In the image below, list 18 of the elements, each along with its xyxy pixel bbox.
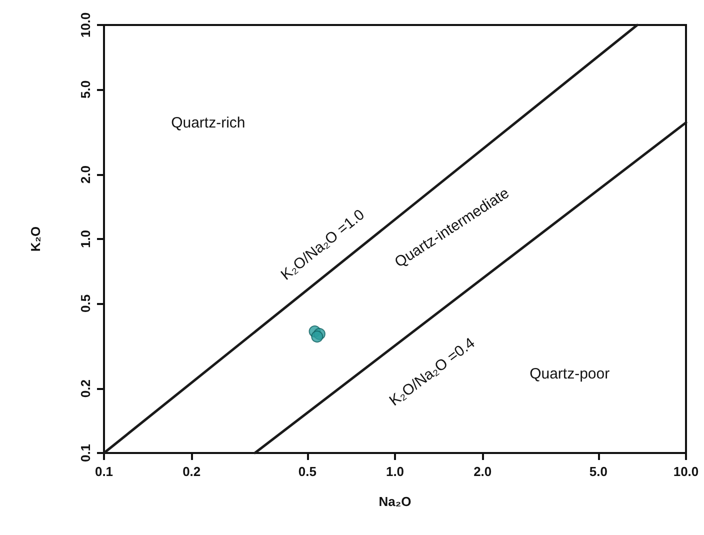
y-tick-label: 0.2 — [78, 380, 93, 398]
x-tick-label: 0.1 — [94, 464, 114, 479]
y-axis-title: K₂O — [28, 226, 43, 252]
x-tick-label: 0.2 — [182, 464, 201, 479]
y-tick-label: 10.0 — [78, 12, 93, 38]
y-tick-label: 5.0 — [78, 80, 93, 98]
x-tick-label: 1.0 — [386, 464, 404, 479]
x-tick-label: 5.0 — [589, 464, 608, 479]
x-tick-label: 10.0 — [673, 464, 699, 479]
x-axis-title: Na₂O — [378, 494, 412, 509]
y-tick-label: 2.0 — [78, 166, 93, 184]
x-tick-label: 2.0 — [474, 464, 492, 479]
x-tick-label: 0.5 — [298, 464, 316, 479]
annotation: Quartz-rich — [171, 114, 246, 132]
annotation: Quartz-poor — [530, 365, 610, 382]
y-tick-label: 0.5 — [78, 294, 93, 312]
y-tick-label: 1.0 — [78, 230, 93, 248]
y-tick-label: 0.1 — [78, 444, 93, 462]
